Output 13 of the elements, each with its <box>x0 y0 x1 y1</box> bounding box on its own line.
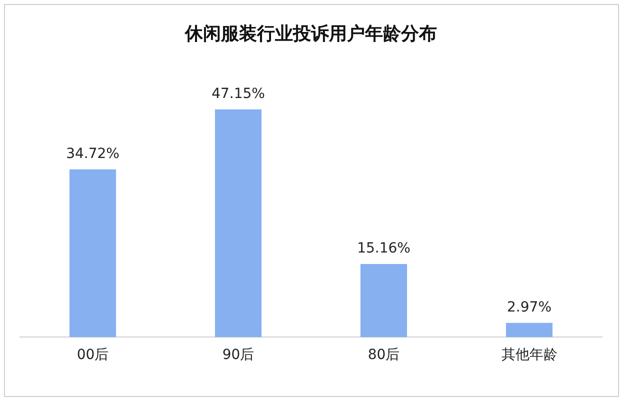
x-tick-label: 90后 <box>222 347 254 364</box>
bar <box>506 322 553 338</box>
data-label: 47.15% <box>212 86 265 102</box>
bar <box>214 109 262 338</box>
bar <box>360 264 408 338</box>
bar <box>69 169 116 338</box>
chart-title: 休闲服装行业投诉用户年龄分布 <box>184 23 437 44</box>
data-label: 2.97% <box>507 299 552 316</box>
data-label: 34.72% <box>66 146 120 162</box>
data-label: 15.16% <box>357 240 410 257</box>
x-tick-label: 00后 <box>76 347 109 364</box>
x-tick-label: 80后 <box>368 347 400 364</box>
x-tick-label: 其他年龄 <box>501 347 558 364</box>
